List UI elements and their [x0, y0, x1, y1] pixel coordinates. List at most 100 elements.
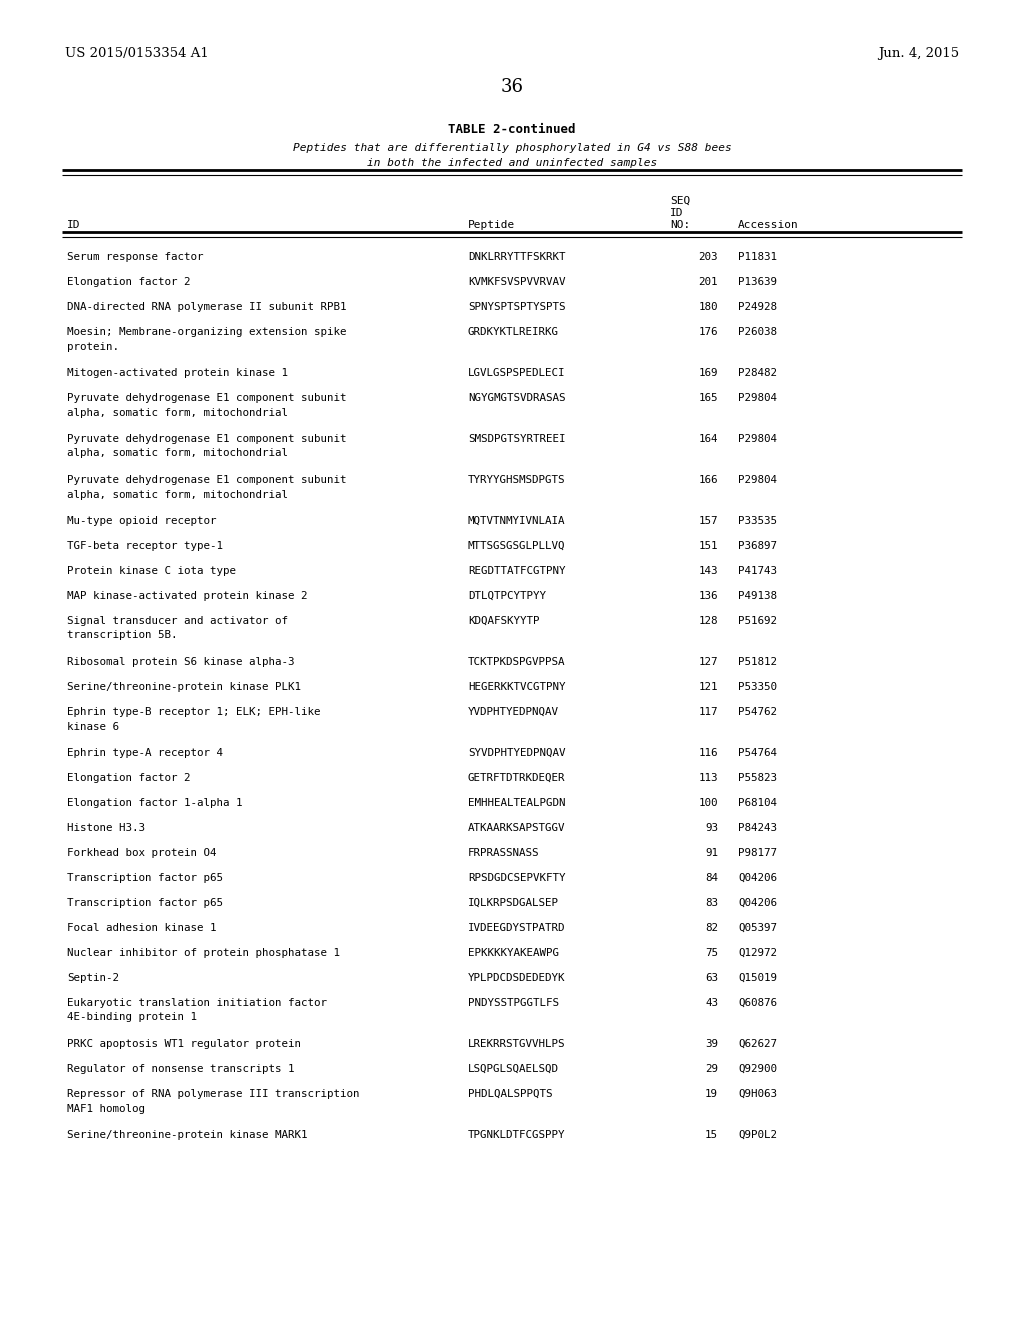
Text: Ephrin type-A receptor 4: Ephrin type-A receptor 4: [67, 748, 223, 758]
Text: P29804: P29804: [738, 475, 777, 484]
Text: SPNYSPTSPTYSPTS: SPNYSPTSPTYSPTS: [468, 302, 565, 312]
Text: EMHHEALTEALPGDN: EMHHEALTEALPGDN: [468, 799, 565, 808]
Text: P26038: P26038: [738, 327, 777, 337]
Text: SMSDPGTSYRTREEI: SMSDPGTSYRTREEI: [468, 434, 565, 444]
Text: Elongation factor 1-alpha 1: Elongation factor 1-alpha 1: [67, 799, 243, 808]
Text: P24928: P24928: [738, 302, 777, 312]
Text: 39: 39: [705, 1039, 718, 1049]
Text: protein.: protein.: [67, 342, 119, 351]
Text: 127: 127: [698, 657, 718, 667]
Text: 100: 100: [698, 799, 718, 808]
Text: Protein kinase C iota type: Protein kinase C iota type: [67, 566, 236, 576]
Text: 63: 63: [705, 973, 718, 983]
Text: TYRYYGHSMSDPGTS: TYRYYGHSMSDPGTS: [468, 475, 565, 484]
Text: alpha, somatic form, mitochondrial: alpha, somatic form, mitochondrial: [67, 408, 288, 417]
Text: Moesin; Membrane-organizing extension spike: Moesin; Membrane-organizing extension sp…: [67, 327, 346, 337]
Text: FRPRASSNASS: FRPRASSNASS: [468, 847, 540, 858]
Text: P51812: P51812: [738, 657, 777, 667]
Text: US 2015/0153354 A1: US 2015/0153354 A1: [65, 48, 209, 59]
Text: LREKRRSTGVVHLPS: LREKRRSTGVVHLPS: [468, 1039, 565, 1049]
Text: SEQ: SEQ: [670, 195, 690, 206]
Text: alpha, somatic form, mitochondrial: alpha, somatic form, mitochondrial: [67, 449, 288, 458]
Text: P55823: P55823: [738, 774, 777, 783]
Text: Histone H3.3: Histone H3.3: [67, 822, 145, 833]
Text: NO:: NO:: [670, 220, 690, 230]
Text: P49138: P49138: [738, 591, 777, 601]
Text: Q12972: Q12972: [738, 948, 777, 958]
Text: 36: 36: [501, 78, 523, 96]
Text: 165: 165: [698, 393, 718, 403]
Text: Nuclear inhibitor of protein phosphatase 1: Nuclear inhibitor of protein phosphatase…: [67, 948, 340, 958]
Text: Q04206: Q04206: [738, 898, 777, 908]
Text: MAF1 homolog: MAF1 homolog: [67, 1104, 145, 1114]
Text: 151: 151: [698, 541, 718, 550]
Text: Q05397: Q05397: [738, 923, 777, 933]
Text: Septin-2: Septin-2: [67, 973, 119, 983]
Text: Q92900: Q92900: [738, 1064, 777, 1074]
Text: Peptide: Peptide: [468, 220, 515, 230]
Text: PRKC apoptosis WT1 regulator protein: PRKC apoptosis WT1 regulator protein: [67, 1039, 301, 1049]
Text: P54764: P54764: [738, 748, 777, 758]
Text: 117: 117: [698, 708, 718, 717]
Text: Pyruvate dehydrogenase E1 component subunit: Pyruvate dehydrogenase E1 component subu…: [67, 434, 346, 444]
Text: 121: 121: [698, 682, 718, 692]
Text: TPGNKLDTFCGSPPY: TPGNKLDTFCGSPPY: [468, 1130, 565, 1140]
Text: Transcription factor p65: Transcription factor p65: [67, 873, 223, 883]
Text: Forkhead box protein O4: Forkhead box protein O4: [67, 847, 216, 858]
Text: P29804: P29804: [738, 393, 777, 403]
Text: 176: 176: [698, 327, 718, 337]
Text: P68104: P68104: [738, 799, 777, 808]
Text: KVMKFSVSPVVRVAV: KVMKFSVSPVVRVAV: [468, 277, 565, 286]
Text: PNDYSSTPGGTLFS: PNDYSSTPGGTLFS: [468, 998, 559, 1008]
Text: IQLKRPSDGALSEP: IQLKRPSDGALSEP: [468, 898, 559, 908]
Text: Serine/threonine-protein kinase MARK1: Serine/threonine-protein kinase MARK1: [67, 1130, 307, 1140]
Text: TGF-beta receptor type-1: TGF-beta receptor type-1: [67, 541, 223, 550]
Text: Serine/threonine-protein kinase PLK1: Serine/threonine-protein kinase PLK1: [67, 682, 301, 692]
Text: Elongation factor 2: Elongation factor 2: [67, 277, 190, 286]
Text: YVDPHTYEDPNQAV: YVDPHTYEDPNQAV: [468, 708, 559, 717]
Text: 75: 75: [705, 948, 718, 958]
Text: YPLPDCDSDEDEDYK: YPLPDCDSDEDEDYK: [468, 973, 565, 983]
Text: P36897: P36897: [738, 541, 777, 550]
Text: Q60876: Q60876: [738, 998, 777, 1008]
Text: transcription 5B.: transcription 5B.: [67, 631, 177, 640]
Text: 113: 113: [698, 774, 718, 783]
Text: DNA-directed RNA polymerase II subunit RPB1: DNA-directed RNA polymerase II subunit R…: [67, 302, 346, 312]
Text: NGYGMGTSVDRASAS: NGYGMGTSVDRASAS: [468, 393, 565, 403]
Text: P53350: P53350: [738, 682, 777, 692]
Text: REGDTTATFCGTPNY: REGDTTATFCGTPNY: [468, 566, 565, 576]
Text: 128: 128: [698, 616, 718, 626]
Text: LSQPGLSQAELSQD: LSQPGLSQAELSQD: [468, 1064, 559, 1074]
Text: 169: 169: [698, 368, 718, 378]
Text: KDQAFSKYYTP: KDQAFSKYYTP: [468, 616, 540, 626]
Text: 180: 180: [698, 302, 718, 312]
Text: 4E-binding protein 1: 4E-binding protein 1: [67, 1012, 197, 1023]
Text: Transcription factor p65: Transcription factor p65: [67, 898, 223, 908]
Text: 157: 157: [698, 516, 718, 525]
Text: ATKAARKSAPSTGGV: ATKAARKSAPSTGGV: [468, 822, 565, 833]
Text: Serum response factor: Serum response factor: [67, 252, 204, 261]
Text: in both the infected and uninfected samples: in both the infected and uninfected samp…: [367, 158, 657, 168]
Text: Regulator of nonsense transcripts 1: Regulator of nonsense transcripts 1: [67, 1064, 295, 1074]
Text: Pyruvate dehydrogenase E1 component subunit: Pyruvate dehydrogenase E1 component subu…: [67, 393, 346, 403]
Text: Ribosomal protein S6 kinase alpha-3: Ribosomal protein S6 kinase alpha-3: [67, 657, 295, 667]
Text: Accession: Accession: [738, 220, 799, 230]
Text: 83: 83: [705, 898, 718, 908]
Text: 19: 19: [705, 1089, 718, 1100]
Text: Elongation factor 2: Elongation factor 2: [67, 774, 190, 783]
Text: Q9H063: Q9H063: [738, 1089, 777, 1100]
Text: P51692: P51692: [738, 616, 777, 626]
Text: 201: 201: [698, 277, 718, 286]
Text: kinase 6: kinase 6: [67, 722, 119, 731]
Text: P84243: P84243: [738, 822, 777, 833]
Text: Pyruvate dehydrogenase E1 component subunit: Pyruvate dehydrogenase E1 component subu…: [67, 475, 346, 484]
Text: 84: 84: [705, 873, 718, 883]
Text: P28482: P28482: [738, 368, 777, 378]
Text: MQTVTNMYIVNLAIA: MQTVTNMYIVNLAIA: [468, 516, 565, 525]
Text: 82: 82: [705, 923, 718, 933]
Text: HEGERKKTVCGTPNY: HEGERKKTVCGTPNY: [468, 682, 565, 692]
Text: EPKKKKYAKEAWPG: EPKKKKYAKEAWPG: [468, 948, 559, 958]
Text: Signal transducer and activator of: Signal transducer and activator of: [67, 616, 288, 626]
Text: 164: 164: [698, 434, 718, 444]
Text: Q15019: Q15019: [738, 973, 777, 983]
